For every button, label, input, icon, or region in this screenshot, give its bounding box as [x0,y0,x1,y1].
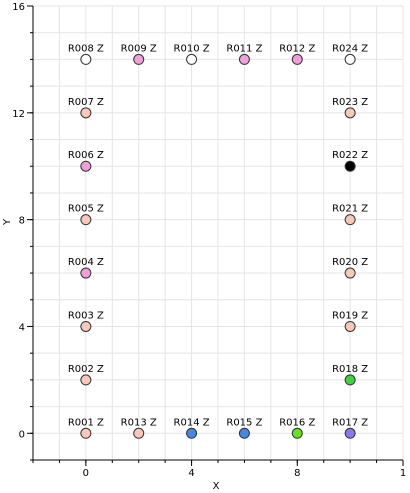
data-point-label: R013 Z [121,417,157,428]
data-point [344,214,356,226]
data-point-label: R001 Z [68,417,104,428]
data-point-label: R024 Z [332,43,368,54]
axes: 0 4 8 1 0 4 8 12 16 [12,2,406,479]
data-point [186,53,198,65]
data-point [344,320,356,332]
data-point-label: R006 Z [68,150,104,161]
data-point [133,53,145,65]
data-point [80,53,92,65]
data-point [80,320,92,332]
data-point-label: R003 Z [68,310,104,321]
data-point-label: R008 Z [68,43,104,54]
data-point-label: R021 Z [332,204,368,215]
data-point [80,374,92,386]
data-point [133,427,145,439]
x-tick-label: 1 [400,468,406,479]
data-point-label: R014 Z [174,417,210,428]
data-point-label: R012 Z [279,43,315,54]
x-tick-label: 8 [294,468,300,479]
data-point-label: R005 Z [68,204,104,215]
data-point [80,427,92,439]
data-point-label: R015 Z [226,417,262,428]
grid [32,5,404,461]
data-point [344,107,356,119]
y-tick-label: 12 [12,109,25,120]
data-point [344,53,356,65]
x-tick-label: 4 [188,468,194,479]
data-point-label: R011 Z [226,43,262,54]
data-point-label: R017 Z [332,417,368,428]
data-point [344,160,356,172]
x-axis-title: X [213,481,220,492]
data-point-label: R020 Z [332,257,368,268]
data-point [238,427,250,439]
data-point [344,267,356,279]
y-tick-label: 0 [19,429,25,440]
data-point [344,427,356,439]
data-point-label: R022 Z [332,150,368,161]
data-point [291,427,303,439]
data-point [80,267,92,279]
data-point [238,53,250,65]
data-point-label: R016 Z [279,417,315,428]
data-point [344,374,356,386]
data-point [80,107,92,119]
data-point-label: R018 Z [332,364,368,375]
data-point-label: R009 Z [121,43,157,54]
data-point [291,53,303,65]
x-tick-label: 0 [83,468,89,479]
data-point-label: R010 Z [174,43,210,54]
y-tick-label: 16 [12,2,25,13]
y-axis-title: Y [2,218,13,226]
y-tick-label: 4 [19,322,25,333]
y-tick-label: 8 [19,216,25,227]
data-point-label: R019 Z [332,310,368,321]
data-point [80,214,92,226]
data-point-label: R023 Z [332,97,368,108]
data-point [186,427,198,439]
data-point-label: R004 Z [68,257,104,268]
data-point-label: R007 Z [68,97,104,108]
data-point [80,160,92,172]
data-point-label: R002 Z [68,364,104,375]
data-points: R001 Z R002 Z R003 Z R004 Z R005 Z R006 Z R007… [68,43,368,439]
